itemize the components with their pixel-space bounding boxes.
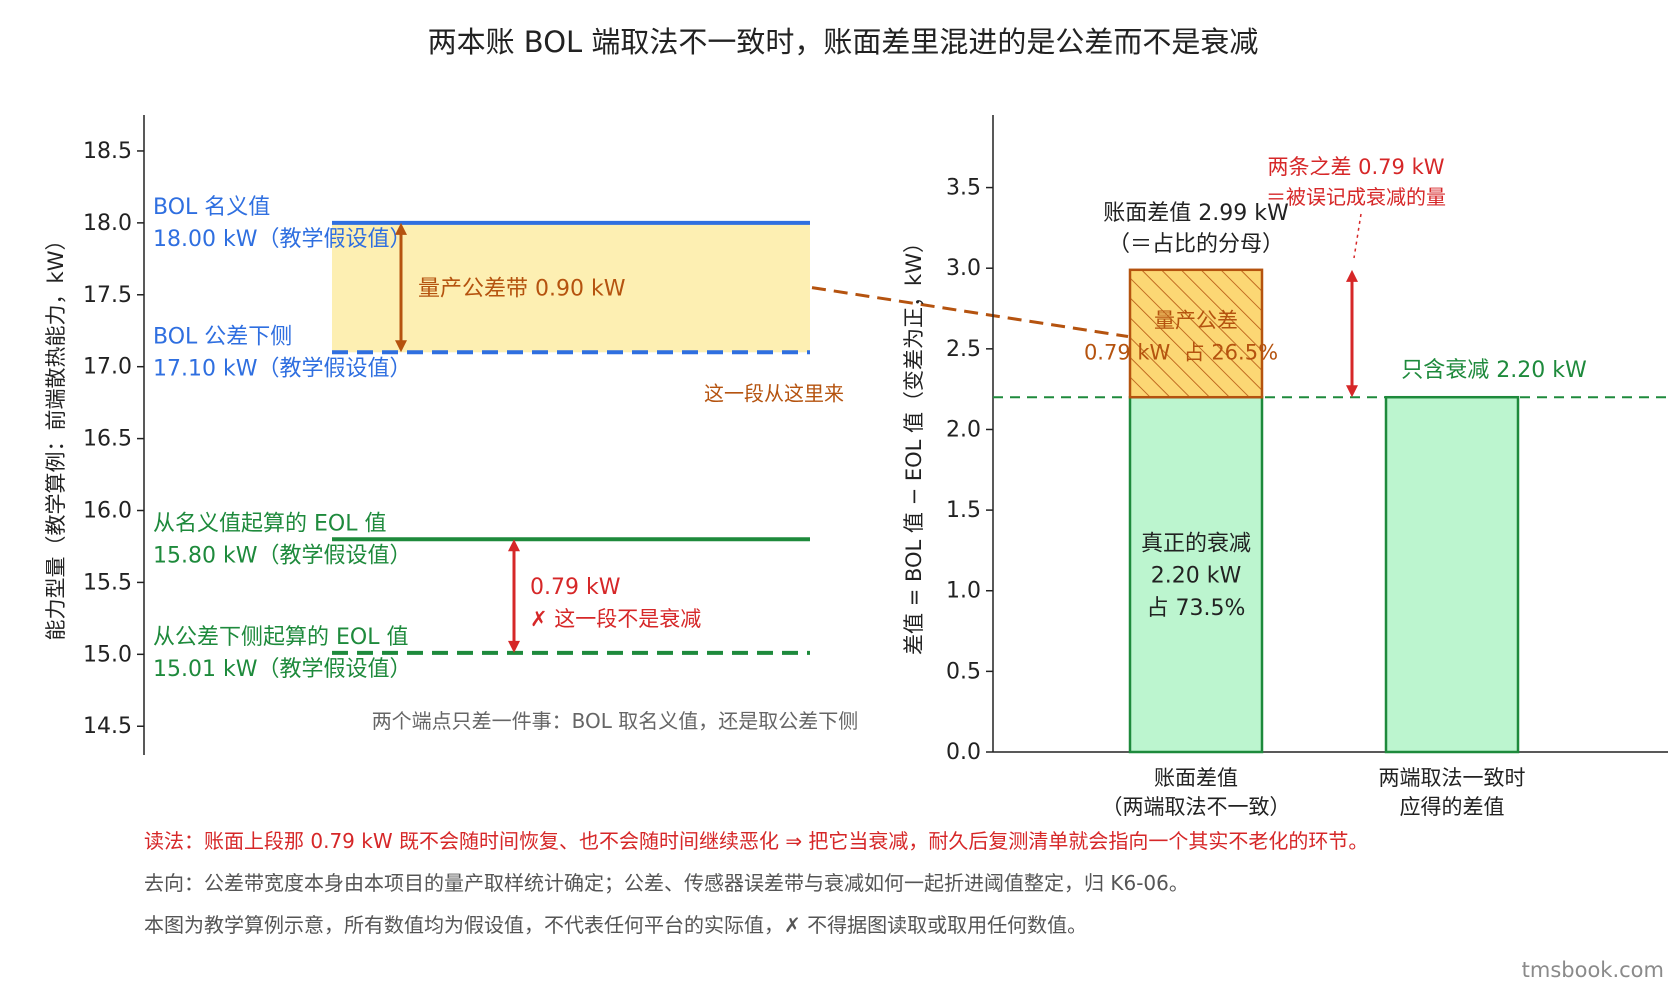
left-line-labels: BOL 名义值 18.00 kW（教学假设值） BOL 公差下侧 17.10 kW（教… — [153, 195, 411, 682]
right-tick-label: 3.5 — [946, 176, 981, 201]
left-tick-label: 18.0 — [83, 211, 132, 236]
level-label-bol-nominal: BOL 名义值 — [153, 195, 270, 220]
left-y-axis: 14.5 15.0 15.5 16.0 16.5 17.0 17.5 18.0 18.5 — [83, 115, 145, 755]
left-tick-label: 16.0 — [83, 499, 132, 524]
right-arrows — [1346, 269, 1358, 398]
level-value-bol-lower: 17.10 kW（教学假设值） — [153, 356, 411, 381]
right-tick-label: 0.5 — [946, 659, 981, 684]
reading-note: 读法：账面上段那 0.79 kW 既不会随时间恢复、也不会随时间继续恶化 ⇒ 把… — [144, 829, 1369, 853]
right-y-axis: 0.0 0.5 1.0 1.5 2.0 2.5 3.0 3.5 — [946, 115, 1668, 765]
right-tick-label: 2.0 — [946, 417, 981, 442]
decay-label-title: 真正的衰减 — [1141, 531, 1251, 556]
gap-arrow — [508, 539, 520, 653]
level-value-bol-nominal: 18.00 kW（教学假设值） — [153, 227, 411, 252]
chart-title: 两本账 BOL 端取法不一致时，账面差里混进的是公差而不是衰减 — [428, 25, 1259, 59]
decay-only-label: 只含衰减 2.20 kW — [1401, 358, 1587, 383]
diff-arrow-head-top — [1346, 269, 1358, 282]
level-label-bol-lower: BOL 公差下侧 — [153, 324, 292, 349]
tolerance-segment-value: 0.79 kW 占 26.5% — [1084, 341, 1278, 365]
band-label: 量产公差带 0.90 kW — [418, 277, 626, 302]
left-tick-label: 17.5 — [83, 283, 132, 308]
right-tick-label: 3.0 — [946, 256, 981, 281]
level-value-eol-nominal: 15.80 kW（教学假设值） — [153, 543, 411, 568]
left-tick-label: 14.5 — [83, 714, 132, 739]
left-arrows — [395, 222, 520, 653]
category-label-book-diff: 账面差值 — [1154, 766, 1238, 790]
left-tick-label: 16.5 — [83, 427, 132, 452]
gap-value-label: 0.79 kW — [530, 575, 621, 600]
left-tick-label: 15.0 — [83, 642, 132, 667]
level-value-eol-lower: 15.01 kW（教学假设值） — [153, 657, 411, 682]
difference-sub-label: ＝被误记成衰减的量 — [1266, 185, 1446, 209]
total-label: 账面差值 2.99 kW — [1103, 201, 1289, 226]
tolerance-segment-label: 量产公差 — [1154, 309, 1238, 333]
diff-arrow-head-bottom — [1346, 385, 1358, 398]
right-y-axis-label: 差值 = BOL 值 − EOL 值（变差为正，kW） — [902, 232, 926, 655]
disclaimer-note: 本图为教学算例示意，所有数值均为假设值，不代表任何平台的实际值，✗ 不得据图读取… — [144, 913, 1088, 937]
category-sublabel-consistent: 应得的差值 — [1400, 795, 1505, 819]
difference-leader-line — [1353, 213, 1362, 259]
left-tick-label: 17.0 — [83, 355, 132, 380]
band-arrow-head-bottom — [395, 340, 407, 353]
category-sublabel-book-diff: （两端取法不一致） — [1102, 795, 1291, 819]
level-label-eol-lower: 从公差下侧起算的 EOL 值 — [153, 625, 408, 650]
gap-arrow-head-bottom — [508, 640, 520, 653]
category-label-consistent: 两端取法一致时 — [1379, 766, 1526, 790]
level-label-eol-nominal: 从名义值起算的 EOL 值 — [153, 511, 386, 536]
endpoint-note: 两个端点只差一件事：BOL 取名义值，还是取公差下侧 — [372, 709, 859, 733]
bar-book-diff-tolerance — [1128, 268, 1264, 399]
right-tick-label: 0.0 — [946, 740, 981, 765]
right-tick-label: 2.5 — [946, 337, 981, 362]
source-annotation: 这一段从这里来 — [704, 381, 844, 405]
difference-label: 两条之差 0.79 kW — [1267, 155, 1444, 179]
left-y-axis-label: 能力型量（教学算例：前端散热能力，kW） — [44, 230, 68, 641]
connector-line — [811, 286, 1129, 338]
left-panel: 14.5 15.0 15.5 16.0 16.5 17.0 17.5 18.0 18.5 BOL… — [44, 115, 858, 755]
gap-arrow-head-top — [508, 539, 520, 552]
band-arrow — [395, 222, 407, 353]
decay-label-share: 占 73.5% — [1147, 596, 1246, 621]
tolerance-band — [332, 222, 810, 353]
right-panel: 0.0 0.5 1.0 1.5 2.0 2.5 3.0 3.5 量产公差 0.79 kW 占 … — [902, 115, 1668, 819]
left-tick-label: 15.5 — [83, 570, 132, 595]
total-sub-label: （＝占比的分母） — [1108, 232, 1284, 257]
destination-note: 去向：公差带宽度本身由本项目的量产取样统计确定；公差、传感器误差带与衰减如何一起… — [144, 871, 1189, 895]
bar-consistent-decay — [1384, 395, 1520, 754]
gap-not-decay-label: ✗ 这一段不是衰减 — [530, 607, 701, 631]
right-tick-label: 1.0 — [946, 579, 981, 604]
decay-label-value: 2.20 kW — [1151, 564, 1242, 589]
site-credit: tmsbook.com — [1521, 958, 1664, 982]
diff-arrow — [1346, 269, 1358, 398]
bar-book-diff-decay — [1128, 395, 1264, 754]
right-tick-label: 1.5 — [946, 498, 981, 523]
left-level-lines — [332, 220, 810, 655]
band-arrow-head-top — [395, 222, 407, 235]
left-tick-label: 18.5 — [83, 139, 132, 164]
